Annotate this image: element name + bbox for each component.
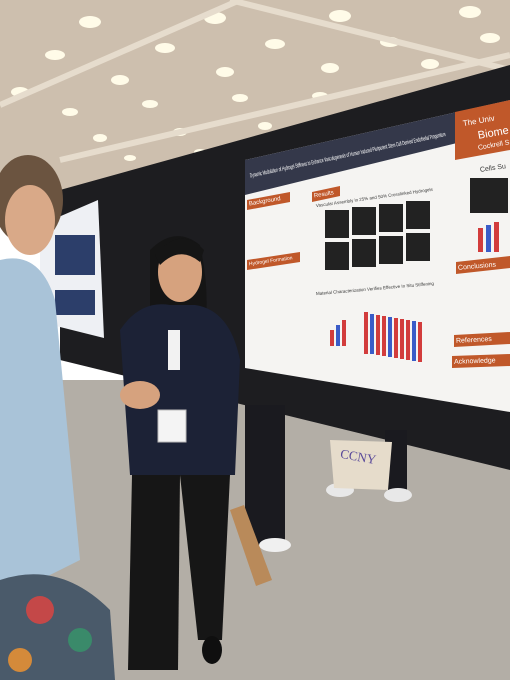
side-poster-figure	[55, 290, 95, 315]
section-heading: Cells Su	[480, 163, 507, 174]
poster-logo-line: Biome	[477, 125, 510, 142]
tote-bag	[330, 440, 392, 490]
micrograph-grid	[325, 178, 508, 270]
background-person	[245, 405, 285, 545]
poster-logo-block	[455, 100, 510, 160]
ceiling-beams	[0, 0, 510, 163]
shoe	[384, 488, 412, 502]
section-heading: Results	[314, 190, 335, 199]
poster-tube	[230, 505, 272, 586]
shoe	[259, 538, 291, 552]
bag-text: CCNY	[339, 446, 378, 467]
section-heading: Acknowledge	[454, 357, 496, 365]
side-poster-figure	[55, 235, 95, 275]
presenter	[120, 236, 240, 670]
section-heading: Background	[249, 196, 282, 207]
poster-header	[245, 100, 510, 195]
poster-bar-figure	[330, 222, 499, 362]
poster-section-bars	[247, 186, 510, 368]
visitor	[0, 155, 115, 680]
section-heading: References	[456, 336, 493, 345]
section-heading: Conclusions	[458, 261, 497, 271]
